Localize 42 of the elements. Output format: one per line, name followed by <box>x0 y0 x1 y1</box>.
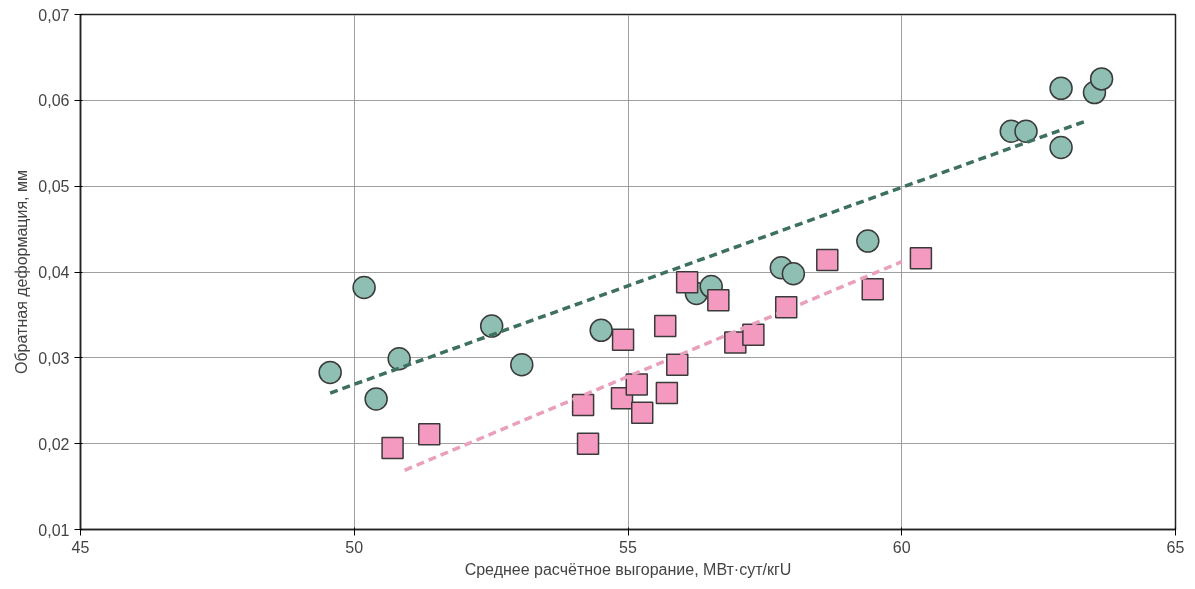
x-tick-label: 50 <box>345 538 364 556</box>
point <box>625 373 649 396</box>
point <box>352 275 376 300</box>
point <box>576 432 600 455</box>
point <box>630 401 654 425</box>
y-tick-label: 0,01 <box>38 521 70 539</box>
point <box>611 328 635 352</box>
point <box>479 314 504 338</box>
x-axis-title: Среднее расчётное выгорание, МВт·сут/кгU <box>464 560 792 578</box>
point <box>707 289 730 312</box>
point <box>675 271 699 294</box>
point <box>589 318 613 343</box>
point <box>816 248 839 272</box>
point <box>1089 67 1114 91</box>
point <box>364 387 388 411</box>
point <box>387 346 411 371</box>
point <box>909 247 933 270</box>
y-tick-label: 0,05 <box>38 178 70 196</box>
point <box>655 381 679 405</box>
y-tick-label: 0,04 <box>38 264 70 281</box>
point <box>1049 76 1073 101</box>
point <box>856 229 880 253</box>
point <box>742 323 765 346</box>
y-tick-label: 0,07 <box>38 6 70 24</box>
point <box>510 352 534 377</box>
point <box>666 353 689 376</box>
y-tick-label: 0,06 <box>38 92 70 110</box>
x-tick-label: 65 <box>1166 538 1185 556</box>
x-tick-label: 60 <box>892 538 911 556</box>
point <box>861 277 884 301</box>
y-tick-label: 0,03 <box>38 349 70 367</box>
point <box>781 261 806 286</box>
x-tick-label: 55 <box>619 538 637 556</box>
y-axis-title: Обратная деформация, мм <box>13 170 31 374</box>
point <box>418 422 441 446</box>
point <box>318 360 342 385</box>
y-tick-label: 0,02 <box>38 435 70 453</box>
x-tick-label: 45 <box>71 538 90 556</box>
point <box>653 314 677 338</box>
point <box>1014 119 1038 143</box>
point <box>1049 135 1073 160</box>
point <box>381 436 404 460</box>
